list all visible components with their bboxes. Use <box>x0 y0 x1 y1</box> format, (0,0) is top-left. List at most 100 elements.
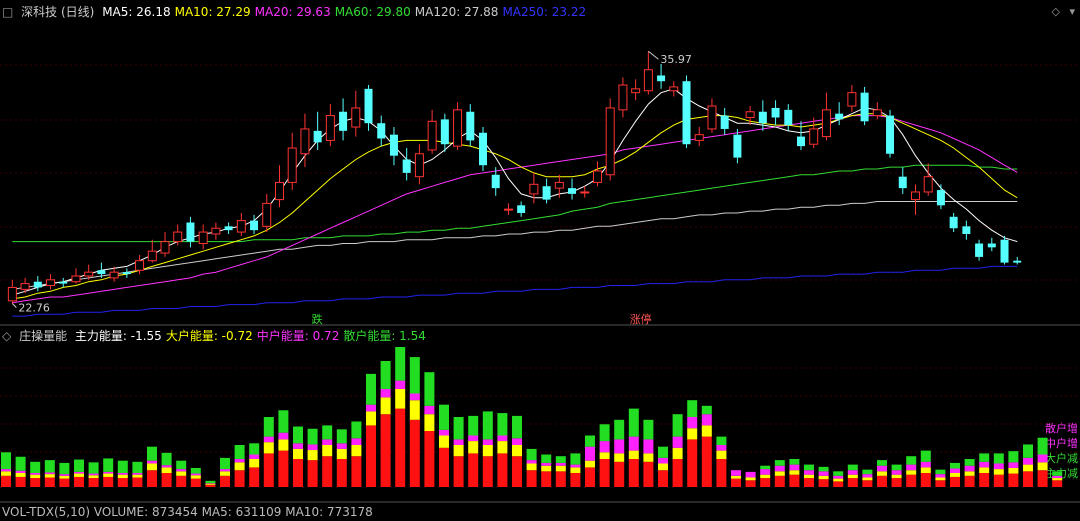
energy-bar-中户 <box>920 461 931 468</box>
collapse-icon[interactable]: □ <box>2 5 14 19</box>
energy-bar-大户 <box>585 460 595 468</box>
energy-bar-中户 <box>234 459 245 463</box>
event-label-0: 跌 <box>312 312 323 326</box>
energy-bar-中户 <box>774 465 785 472</box>
energy-label-3: 散户能量: 1.54 <box>343 329 426 343</box>
energy-bar-散户 <box>409 357 420 394</box>
energy-bar-散户 <box>220 457 230 470</box>
candle-down <box>949 216 958 229</box>
energy-bar-散户 <box>74 459 84 472</box>
energy-bar-中户 <box>395 380 406 389</box>
energy-bar-散户 <box>818 466 829 472</box>
energy-bar-主力 <box>906 474 917 487</box>
energy-bar-中户 <box>687 417 698 429</box>
candle-up <box>618 84 628 111</box>
candle-down <box>122 272 131 275</box>
energy-bar-主力 <box>249 467 260 487</box>
energy-bars <box>1 347 1063 487</box>
energy-bar-主力 <box>512 456 522 487</box>
energy-bar-大户 <box>293 448 303 459</box>
candle-down <box>466 111 475 141</box>
energy-bar-大户 <box>804 474 814 479</box>
candle-up <box>147 250 157 262</box>
energy-bar-中户 <box>366 404 376 412</box>
energy-bar-散户 <box>234 445 245 459</box>
energy-bar-散户 <box>117 460 128 473</box>
energy-bar-大户 <box>380 397 391 415</box>
energy-bar-主力 <box>351 456 362 487</box>
candle-down <box>517 205 526 213</box>
candle-up <box>71 275 81 283</box>
candle-down <box>364 88 373 124</box>
energy-bar-主力 <box>439 447 449 487</box>
energy-bar-大户 <box>906 470 917 475</box>
low-price-label: 22.76 <box>18 301 50 314</box>
energy-bar-散户 <box>307 428 318 445</box>
energy-bar-主力 <box>1052 480 1063 487</box>
energy-bar-主力 <box>716 459 727 487</box>
candle-up <box>910 191 920 201</box>
candle-up <box>605 107 615 176</box>
chevron-down-icon[interactable]: ▾ <box>1069 5 1075 18</box>
energy-bar-散户 <box>862 469 873 475</box>
energy-bar-主力 <box>234 470 245 487</box>
energy-bar-主力 <box>322 456 333 487</box>
energy-bar-主力 <box>628 459 639 487</box>
energy-bar-大户 <box>512 445 522 457</box>
energy-bar-大户 <box>103 473 114 477</box>
energy-bar-中户 <box>30 473 41 475</box>
energy-bar-散户 <box>628 408 639 437</box>
energy-bar-散户 <box>760 465 771 470</box>
energy-bar-大户 <box>993 469 1004 475</box>
energy-bar-主力 <box>701 436 712 487</box>
energy-bar-中户 <box>760 469 771 475</box>
energy-bar-散户 <box>906 456 917 465</box>
energy-bar-大户 <box>44 474 55 478</box>
candle-down <box>97 270 106 275</box>
energy-bar-主力 <box>336 459 347 487</box>
collapse-icon[interactable]: ◇ <box>2 329 12 343</box>
ma250-line <box>12 265 1018 317</box>
energy-bar-中户 <box>59 474 70 476</box>
energy-bar-主力 <box>833 481 844 487</box>
ma-label-0: MA5: 26.18 <box>102 5 171 19</box>
energy-bar-主力 <box>468 453 479 487</box>
energy-bar-散户 <box>1052 471 1063 476</box>
candle-up <box>287 147 297 183</box>
energy-bar-散户 <box>920 450 931 462</box>
diamond-icon[interactable]: ◇ <box>1051 5 1060 18</box>
energy-bar-散户 <box>979 453 990 462</box>
energy-bar-主力 <box>147 470 157 487</box>
candle-up <box>872 109 882 117</box>
energy-bar-大户 <box>307 450 318 461</box>
energy-bar-大户 <box>526 463 537 471</box>
energy-bar-散户 <box>833 471 844 476</box>
energy-bar-中户 <box>278 432 289 440</box>
energy-bar-散户 <box>15 456 26 471</box>
energy-bar-大户 <box>1052 478 1063 481</box>
energy-bar-大户 <box>1037 462 1048 471</box>
energy-bar-中户 <box>468 435 479 442</box>
event-label-1: 涨停 <box>630 312 652 326</box>
candle-down <box>682 81 691 145</box>
candle-up <box>631 88 641 94</box>
candle-down <box>758 111 767 124</box>
candle-down <box>33 281 42 288</box>
ma-legend: MA5: 26.18 MA10: 27.29 MA20: 29.63 MA60: 29… <box>102 5 590 19</box>
candle-down <box>720 115 729 129</box>
energy-bar-大户 <box>1023 464 1033 472</box>
candle-up <box>809 128 819 145</box>
energy-bar-大户 <box>877 471 887 476</box>
energy-bar-大户 <box>322 445 333 457</box>
energy-bar-主力 <box>59 478 70 487</box>
candle-down <box>224 226 233 231</box>
energy-bar-散户 <box>88 462 99 474</box>
energy-bar-主力 <box>760 478 771 487</box>
energy-bar-大户 <box>190 475 201 479</box>
energy-bar-中户 <box>906 464 917 471</box>
energy-bar-散户 <box>278 410 289 433</box>
candle-up <box>211 227 221 235</box>
energy-bar-中户 <box>701 414 712 426</box>
energy-bar-主力 <box>555 471 566 487</box>
